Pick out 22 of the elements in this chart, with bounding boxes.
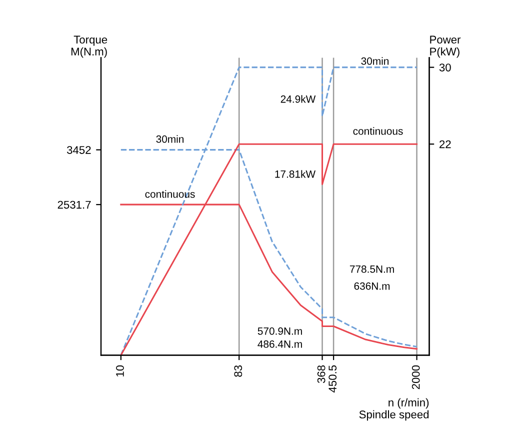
y-tick-label: 2531.7 [58, 200, 91, 209]
annotation: 17.81kW [275, 170, 316, 178]
annotation: continuous [145, 190, 195, 198]
annotation: 30min [156, 135, 184, 143]
y2-tick-label: 22 [440, 140, 451, 148]
y-tick-label: 3452 [66, 146, 91, 154]
annotation: 30min [361, 57, 389, 65]
annotation: 778.5N.m [350, 265, 394, 273]
annotation: 570.9N.m [258, 327, 302, 335]
annotation: 24.9kW [280, 95, 316, 103]
x-tick-label: 368 [317, 365, 326, 384]
x-tick-label: 83 [234, 365, 242, 377]
y2-axis-title: Power P(kW) [430, 36, 461, 58]
y-axis-title: Torque M(N.m) [71, 36, 108, 58]
x-tick-label: 450.5 [328, 365, 337, 392]
x-axis-title: n (r/min) Spindle speed [359, 398, 429, 421]
annotation: continuous [353, 127, 403, 135]
x-tick-label: 2000 [412, 365, 420, 390]
annotation: 486.4N.m [258, 340, 302, 348]
annotation: 636N.m [354, 282, 390, 290]
y2-tick-label: 30 [439, 64, 451, 72]
x-tick-label: 10 [116, 365, 124, 376]
